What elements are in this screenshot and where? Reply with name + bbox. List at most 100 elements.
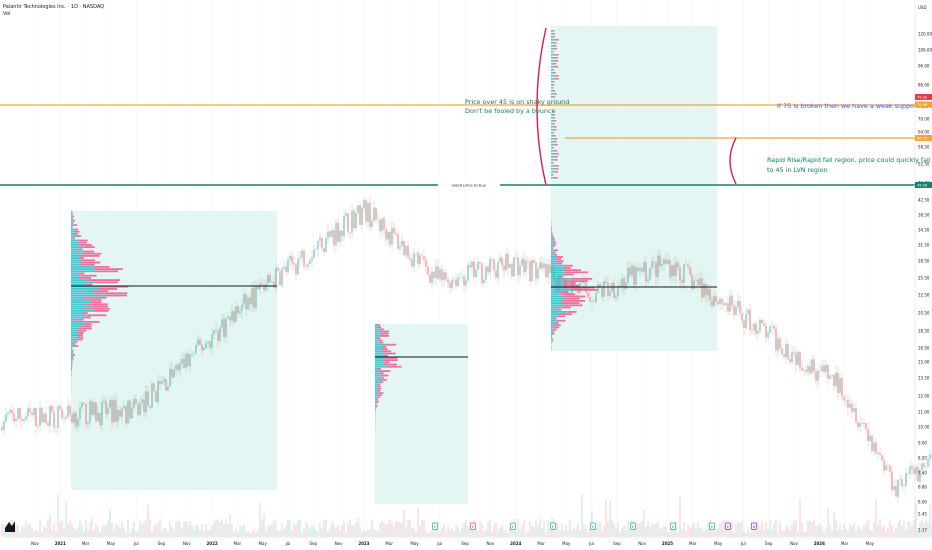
volume-bar <box>141 523 143 537</box>
volume-bar <box>477 529 479 537</box>
volume-bar <box>57 494 59 537</box>
volume-bar <box>187 524 189 537</box>
vp-2024-down-bar <box>564 264 573 267</box>
vp-2023-up-bar <box>375 346 382 348</box>
vp-2021-up-bar <box>71 237 73 240</box>
earnings-marker <box>470 522 476 530</box>
volume-bar <box>579 530 581 537</box>
volume-bar <box>521 524 523 537</box>
vp-2024-upper-up-bar <box>551 30 553 32</box>
vp-2024-up-bar <box>551 253 554 256</box>
volume-bar <box>459 532 461 537</box>
volume-bar <box>61 520 63 537</box>
vp-2024-down-bar <box>562 273 574 276</box>
candle-body <box>173 369 175 378</box>
vp-2024-down-bar <box>557 262 562 265</box>
volume-bar <box>881 526 883 537</box>
time-tick-label: Nov <box>335 541 343 546</box>
candle-body <box>193 353 195 355</box>
time-axis[interactable]: Nov 2021 Mar May Jul Sep Nov 2022 Mar May Jul Sep No… <box>0 537 932 546</box>
candle-body <box>435 266 437 279</box>
candle-body <box>907 473 909 474</box>
candle-body <box>419 255 421 264</box>
volume-bar <box>885 532 887 537</box>
rapid-fall-curve[interactable] <box>729 137 737 185</box>
volume-bar <box>805 531 807 537</box>
candle-body <box>659 255 661 267</box>
vp-2024-upper-down-bar <box>552 81 555 83</box>
vp-2023-down-bar <box>382 374 389 377</box>
volume-bar <box>745 532 747 537</box>
candle-body <box>713 296 715 307</box>
candle-body <box>89 401 91 423</box>
price-tick-label: 38.50 <box>918 213 930 218</box>
vp-2024-upper-down-bar <box>554 153 559 155</box>
candle-body <box>307 263 309 267</box>
price-axis[interactable]: 120.00 106.00 96.00 86.00 70.00 64.00 58.50 52.… <box>914 0 932 538</box>
candle-body <box>183 358 185 368</box>
volume-bar <box>181 529 183 537</box>
candle-body <box>243 293 245 305</box>
volume-bar <box>743 530 745 537</box>
vp-2024-up-bar <box>551 295 566 298</box>
candle-body <box>867 429 869 442</box>
volume-bar <box>271 524 273 537</box>
vp-2021-down-bar <box>79 277 92 279</box>
vp-2024-upper-down-bar <box>552 147 554 149</box>
vp-2024-down-bar <box>551 234 553 236</box>
volume-bar <box>851 525 853 537</box>
vp-2023-down-bar <box>375 403 377 405</box>
candle-body <box>203 347 205 351</box>
volume-bar <box>283 529 285 537</box>
vp-2024-up-bar <box>551 273 563 276</box>
candle-body <box>683 264 685 283</box>
rapid-rise-curve[interactable] <box>536 27 547 186</box>
vp-2021-down-bar <box>78 263 95 266</box>
vp-2024-upper-down-bar <box>554 177 558 179</box>
volume-bar <box>427 532 429 537</box>
volume-bar <box>389 519 391 537</box>
candle-body <box>837 372 839 393</box>
vp-2024-upper-down-bar <box>554 150 558 152</box>
vp-2021-down-bar <box>86 314 107 317</box>
volume-bar <box>441 527 443 537</box>
volume-bar <box>105 525 107 537</box>
candle-body <box>519 265 521 276</box>
candle-body <box>445 272 447 280</box>
vp-2024-up-bar <box>551 258 555 260</box>
vp-2024-down-bar <box>552 245 556 247</box>
candle-body <box>393 227 395 234</box>
vp-2024-down-bar <box>552 333 555 335</box>
volume-bar <box>245 531 247 537</box>
candle-body <box>637 267 639 272</box>
candle-body <box>723 303 725 306</box>
price-tick-label: 18.50 <box>918 329 930 334</box>
vp-2021-up-bar <box>71 241 79 244</box>
earnings-marker-label: E <box>434 525 437 529</box>
vp-2024-upper-down-bar <box>553 45 557 47</box>
candle-body <box>7 412 9 414</box>
candle-body <box>155 390 157 402</box>
price-tick-label: 96.00 <box>918 64 930 69</box>
candle-body <box>285 266 287 272</box>
vp-2024-upper-up-bar <box>551 153 555 155</box>
candle-body <box>291 255 293 264</box>
candle-body <box>621 278 623 287</box>
candle-body <box>885 465 887 471</box>
volume-bar <box>611 519 613 537</box>
volume-bar <box>887 527 889 537</box>
volume-bar <box>855 531 857 537</box>
volume-bar <box>643 509 645 537</box>
candle-body <box>597 284 599 293</box>
vp-2021-up-bar <box>71 338 77 341</box>
volume-bar <box>401 522 403 537</box>
candle-body <box>251 287 253 305</box>
candle-body <box>467 264 469 281</box>
candle-body <box>547 264 549 278</box>
volume-bar <box>869 530 871 537</box>
volume-bar <box>277 531 279 537</box>
volume-bar <box>215 519 217 537</box>
vp-2021-down-bar <box>78 332 84 334</box>
